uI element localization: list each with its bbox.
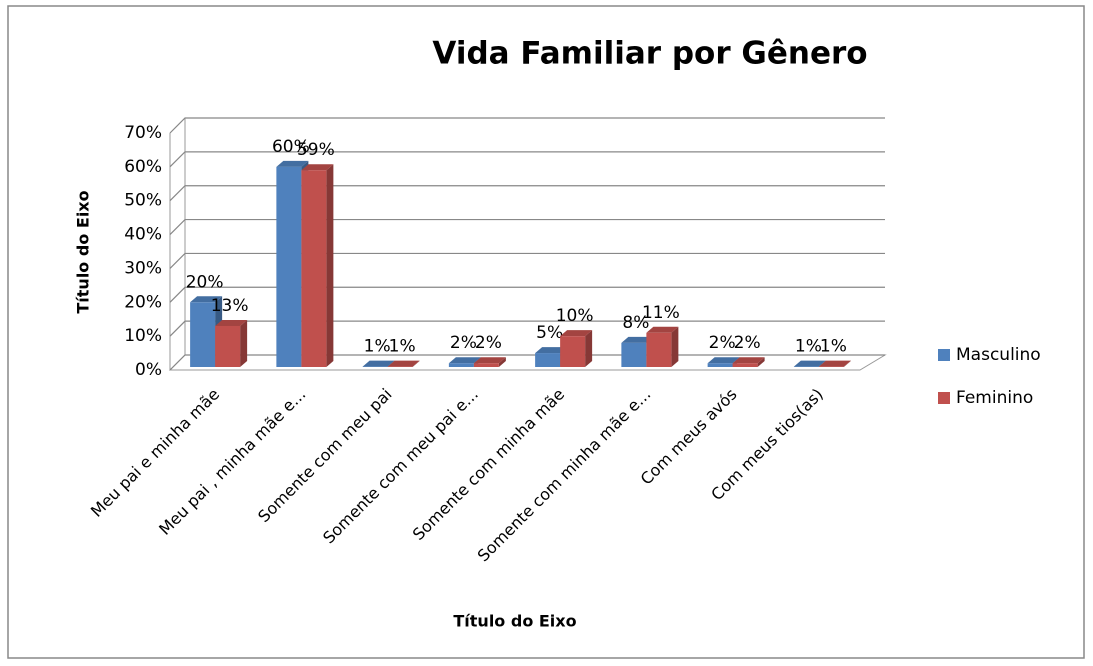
y-tick-label: 50%	[124, 191, 162, 211]
bar-top	[732, 357, 765, 364]
value-label: 1%	[795, 337, 822, 357]
bar	[473, 363, 499, 367]
value-label: 13%	[211, 296, 249, 316]
legend-swatch	[938, 349, 950, 361]
legend-swatch	[938, 392, 950, 404]
value-label: 1%	[364, 337, 391, 357]
bar-side	[498, 357, 506, 367]
bar-top	[793, 360, 826, 367]
grid-line	[169, 320, 885, 337]
bar-side	[843, 360, 851, 367]
y-axis-title: Título do Eixo	[74, 190, 93, 313]
y-tick-label: 60%	[124, 157, 162, 177]
bar	[190, 302, 216, 367]
value-label: 2%	[734, 333, 761, 353]
y-tick-label: 0%	[135, 360, 162, 380]
bar-top	[560, 330, 593, 337]
bar-top	[215, 319, 248, 326]
bar-side	[412, 360, 420, 367]
bar	[448, 363, 474, 367]
value-label: 59%	[297, 140, 335, 160]
value-label: 11%	[642, 303, 680, 323]
y-tick-label: 40%	[124, 225, 162, 245]
y-tick-label: 30%	[124, 258, 162, 278]
bar	[215, 325, 241, 367]
chart-title: Vida Familiar por Gênero	[432, 36, 867, 72]
value-label: 1%	[389, 337, 416, 357]
value-label: 20%	[186, 272, 224, 292]
bar-side	[326, 164, 334, 367]
y-tick-label: 70%	[124, 123, 162, 143]
bar-side	[240, 319, 248, 367]
bar	[621, 342, 647, 367]
grid-line	[169, 218, 885, 235]
bar-top	[621, 336, 654, 343]
y-tick-label: 10%	[124, 326, 162, 346]
legend-label: Feminino	[956, 388, 1033, 408]
bar-top	[190, 296, 223, 303]
bar	[646, 332, 672, 367]
legend-label: Masculino	[956, 345, 1041, 365]
value-label: 8%	[622, 313, 649, 333]
bar-top	[473, 357, 506, 364]
bar-top	[448, 357, 481, 364]
bar-top	[707, 357, 740, 364]
grid-line	[169, 286, 885, 303]
y-tick-label: 20%	[124, 292, 162, 312]
value-label: 2%	[450, 333, 477, 353]
value-label: 2%	[709, 333, 736, 353]
value-label: 60%	[272, 137, 310, 157]
bar-side	[757, 357, 765, 367]
bar	[276, 166, 302, 367]
chart-frame	[7, 5, 1085, 659]
value-label: 10%	[556, 306, 594, 326]
grid-line	[169, 117, 885, 134]
bar-top	[276, 160, 309, 167]
bar	[560, 336, 586, 367]
bar-side	[585, 330, 593, 367]
bar-top	[818, 360, 851, 367]
bar-top	[535, 347, 568, 354]
bar-side	[671, 326, 679, 367]
x-axis-title: Título do Eixo	[453, 612, 576, 631]
bar-top	[362, 360, 395, 367]
bar	[707, 363, 733, 367]
value-label: 5%	[536, 323, 563, 343]
bar	[535, 353, 561, 367]
value-label: 1%	[820, 337, 847, 357]
grid-line	[169, 185, 885, 202]
value-label: 2%	[475, 333, 502, 353]
bar-top	[646, 326, 679, 333]
bar	[732, 363, 758, 367]
bar-top	[387, 360, 420, 367]
grid-line	[169, 252, 885, 269]
bar	[301, 170, 327, 367]
bar-top	[301, 164, 334, 171]
grid-line	[169, 151, 885, 168]
